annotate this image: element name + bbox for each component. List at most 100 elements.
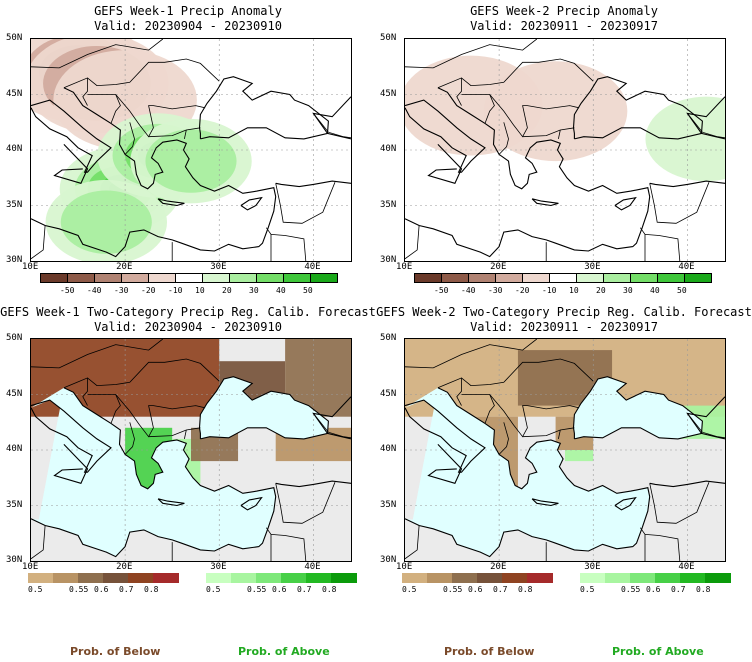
colorbar-label: -10 <box>168 286 183 295</box>
colorbar-swatch <box>67 273 95 283</box>
panel-week1-anomaly: GEFS Week-1 Precip Anomaly Valid: 202309… <box>0 0 376 300</box>
colorbar-label: -30 <box>114 286 129 295</box>
panel-valid: Valid: 20230911 - 20230917 <box>470 320 658 334</box>
lat-tick: 40N <box>380 444 397 454</box>
colorbar-swatch <box>402 573 428 583</box>
colorbar-swatch <box>281 573 307 583</box>
lon-tick: 40E <box>304 262 321 272</box>
prob-below-caption-week2: Prob. of Below <box>444 645 535 658</box>
colorbar-swatch <box>655 573 681 583</box>
lon-tick: 10E <box>396 562 413 572</box>
lon-tick: 20E <box>116 562 133 572</box>
colorbar-swatch <box>256 573 282 583</box>
colorbar-swatch <box>103 573 129 583</box>
colorbar-label: 0.8 <box>518 585 533 594</box>
lon-tick: 30E <box>210 262 227 272</box>
map-week2-anomaly <box>404 38 726 262</box>
colorbar-swatch <box>441 273 469 283</box>
colorbar-swatch <box>705 573 731 583</box>
colorbar-swatch <box>231 573 257 583</box>
lat-tick: 35N <box>6 199 23 210</box>
colorbar-swatch <box>452 573 478 583</box>
colorbar-label: -20 <box>515 286 530 295</box>
colorbar-label: 10 <box>195 286 205 295</box>
anomaly-blob <box>145 129 237 193</box>
colorbar-swatch <box>605 573 631 583</box>
colorbar-label: 0.7 <box>119 585 134 594</box>
colorbar-swatch <box>603 273 631 283</box>
prob-above-caption-week2: Prob. of Above <box>612 645 704 658</box>
colorbar-label: 0.6 <box>94 585 109 594</box>
colorbar-label: -40 <box>461 286 476 295</box>
colorbar-label: 0.5 <box>402 585 417 594</box>
map-week1-anomaly <box>30 38 352 262</box>
colorbar-label: 0.7 <box>671 585 686 594</box>
colorbar-swatch <box>229 273 257 283</box>
map-canvas <box>31 39 351 261</box>
colorbar-swatch <box>53 573 79 583</box>
colorbar-label: 0.8 <box>144 585 159 594</box>
colorbar-swatch <box>121 273 149 283</box>
panel-valid: Valid: 20230904 - 20230910 <box>94 19 282 33</box>
colorbar-label: 20 <box>596 286 606 295</box>
panel-valid: Valid: 20230911 - 20230917 <box>470 19 658 33</box>
colorbar-label: 0.5 <box>206 585 221 594</box>
colorbar-swatch <box>175 273 203 283</box>
lat-tick: 50N <box>380 333 397 343</box>
colorbar-swatch <box>28 573 54 583</box>
colorbar-swatch <box>128 573 154 583</box>
colorbar-label: 0.55 <box>247 585 267 594</box>
colorbar-swatch <box>256 273 284 283</box>
lat-tick: 45N <box>380 88 397 99</box>
map-canvas <box>405 39 725 261</box>
lon-tick: 20E <box>490 262 507 272</box>
colorbar-swatch <box>94 273 122 283</box>
colorbar-swatch <box>522 273 550 283</box>
colorbar-swatch <box>331 573 357 583</box>
colorbar-swatch <box>148 273 176 283</box>
colorbar-label: 30 <box>623 286 633 295</box>
map-canvas <box>405 339 725 561</box>
colorbar-swatch <box>40 273 68 283</box>
lon-tick: 40E <box>678 562 695 572</box>
colorbar-swatch <box>427 573 453 583</box>
colorbar-swatch <box>630 273 658 283</box>
panel-title: GEFS Week-2 Two-Category Precip Reg. Cal… <box>376 305 752 319</box>
lon-tick: 10E <box>396 262 413 272</box>
lat-tick: 45N <box>6 388 23 399</box>
lat-tick: 30N <box>380 255 397 265</box>
colorbar-swatch <box>78 573 104 583</box>
panel-valid: Valid: 20230904 - 20230910 <box>94 320 282 334</box>
colorbar-label: -50 <box>60 286 75 295</box>
colorbar-label: 30 <box>249 286 259 295</box>
colorbar-label: -40 <box>87 286 102 295</box>
anomaly-blob <box>483 61 628 162</box>
colorbar-swatch <box>527 573 553 583</box>
colorbar-swatch <box>549 273 577 283</box>
lon-tick: 40E <box>678 262 695 272</box>
colorbar-label: 20 <box>222 286 232 295</box>
lat-tick: 30N <box>380 555 397 565</box>
lon-tick: 30E <box>584 262 601 272</box>
lat-tick: 50N <box>380 33 397 43</box>
lon-tick: 20E <box>490 562 507 572</box>
colorbar-swatch <box>680 573 706 583</box>
colorbar-swatch <box>310 273 338 283</box>
lat-tick: 35N <box>380 199 397 210</box>
panel-week2-prob: GEFS Week-2 Two-Category Precip Reg. Cal… <box>376 300 752 600</box>
lon-tick: 30E <box>210 562 227 572</box>
lon-tick: 40E <box>304 562 321 572</box>
lat-tick: 45N <box>6 88 23 99</box>
panel-week1-prob: GEFS Week-1 Two-Category Precip Reg. Cal… <box>0 300 376 600</box>
lat-tick: 30N <box>6 555 23 565</box>
colorbar-label: 0.6 <box>646 585 661 594</box>
anomaly-blob <box>60 190 152 254</box>
lon-tick: 10E <box>22 562 39 572</box>
lat-tick: 30N <box>6 255 23 265</box>
lon-tick: 30E <box>584 562 601 572</box>
colorbar-swatch <box>306 573 332 583</box>
prob-region-above <box>565 450 594 462</box>
colorbar-label: 40 <box>276 286 286 295</box>
lat-tick: 40N <box>6 444 23 454</box>
prob-below-caption-week1: Prob. of Below <box>70 645 161 658</box>
